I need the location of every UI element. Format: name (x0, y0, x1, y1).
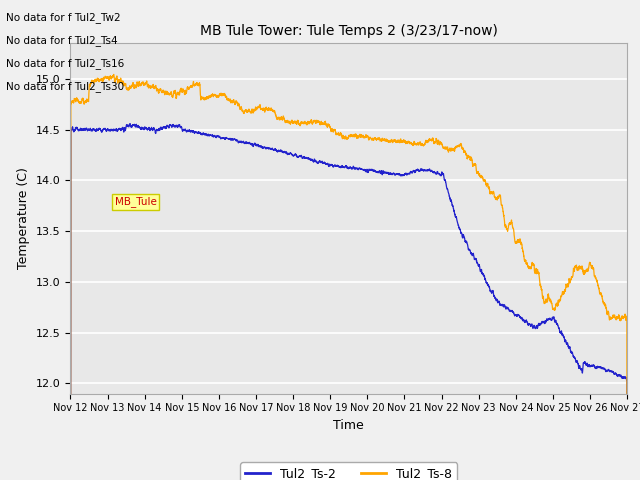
Text: No data for f Tul2_Ts30: No data for f Tul2_Ts30 (6, 81, 125, 92)
Title: MB Tule Tower: Tule Temps 2 (3/23/17-now): MB Tule Tower: Tule Temps 2 (3/23/17-now… (200, 24, 498, 38)
Y-axis label: Temperature (C): Temperature (C) (17, 168, 30, 269)
Text: No data for f Tul2_Ts16: No data for f Tul2_Ts16 (6, 58, 125, 69)
Text: No data for f Tul2_Ts4: No data for f Tul2_Ts4 (6, 35, 118, 46)
Text: MB_Tule: MB_Tule (115, 196, 157, 207)
Legend: Tul2_Ts-2, Tul2_Ts-8: Tul2_Ts-2, Tul2_Ts-8 (241, 462, 457, 480)
Text: No data for f Tul2_Tw2: No data for f Tul2_Tw2 (6, 12, 121, 23)
X-axis label: Time: Time (333, 419, 364, 432)
